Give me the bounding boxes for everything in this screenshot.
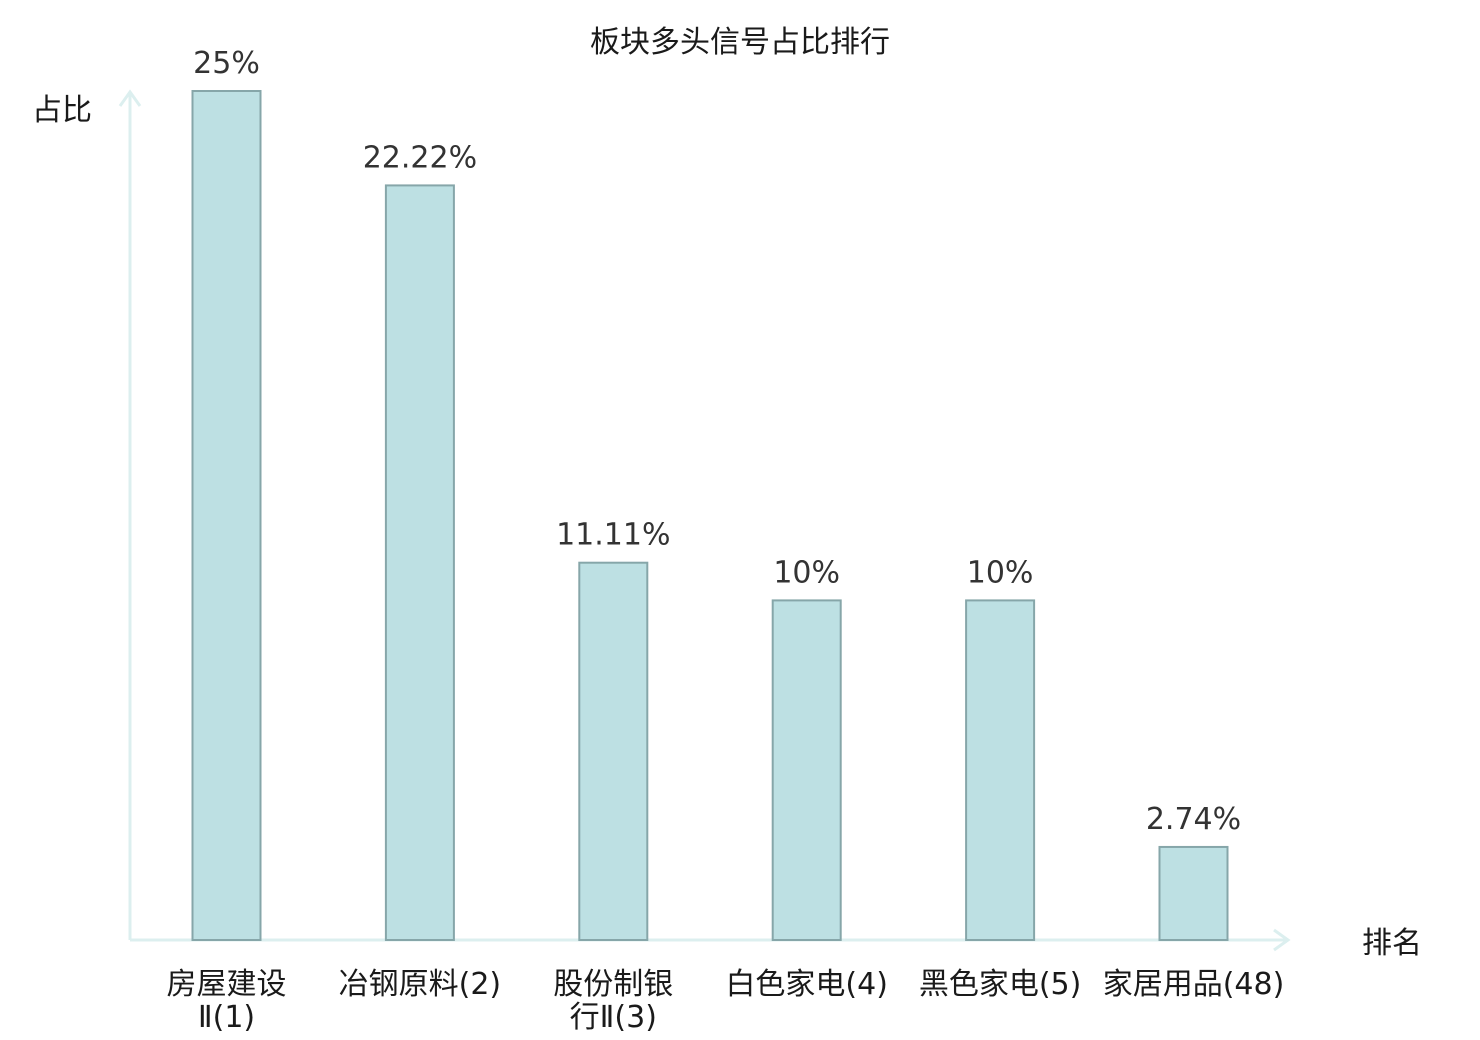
bar <box>191 90 262 941</box>
data-label: 10% <box>967 555 1034 590</box>
x-tick-label: 股份制银 <box>553 967 673 1002</box>
x-tick-label: 行Ⅱ(3) <box>570 1000 657 1035</box>
data-label: 10% <box>773 555 840 590</box>
x-axis-label: 排名 <box>1362 926 1422 961</box>
bars-group <box>191 90 1229 942</box>
x-tick-label: 冶钢原料(2) <box>339 967 502 1002</box>
bar <box>771 599 842 942</box>
bar <box>1158 845 1229 941</box>
bar <box>384 184 455 941</box>
value-labels-group: 25% 22.22% 11.11% 10% 10% 2.74% <box>193 46 1241 837</box>
x-tick-label: Ⅱ(1) <box>198 1000 255 1035</box>
y-axis-label: 占比 <box>32 93 92 128</box>
x-tick-label: 家居用品(48) <box>1103 967 1285 1002</box>
data-label: 22.22% <box>363 140 477 175</box>
x-axis <box>130 928 1291 952</box>
bar <box>965 599 1036 942</box>
y-axis <box>118 89 142 940</box>
x-tick-label: 黑色家电(5) <box>919 967 1082 1002</box>
data-label: 2.74% <box>1146 802 1241 837</box>
x-tick-label: 房屋建设 <box>167 967 287 1002</box>
bar <box>578 561 649 941</box>
data-label: 25% <box>193 46 260 81</box>
x-tick-label: 白色家电(4) <box>725 967 888 1002</box>
chart-title: 板块多头信号占比排行 <box>590 25 890 60</box>
data-label: 11.11% <box>556 518 670 553</box>
